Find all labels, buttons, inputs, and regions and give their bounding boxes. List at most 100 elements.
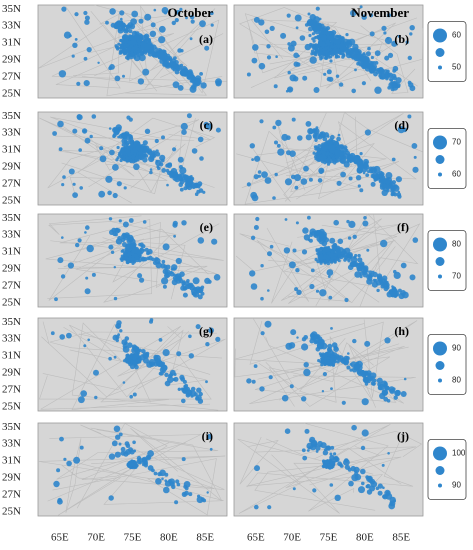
fire-dot [72, 182, 76, 186]
fire-dot [369, 485, 376, 492]
fire-dot [365, 51, 371, 57]
fire-dot [159, 371, 164, 376]
fire-dot [294, 185, 299, 190]
fire-dot [301, 343, 309, 351]
legend-dot [438, 172, 442, 177]
fire-dot [157, 261, 161, 265]
fire-dot [138, 18, 144, 24]
lat-label: 25N [2, 505, 21, 517]
fire-dot [146, 150, 150, 154]
fire-dot [324, 460, 329, 464]
fire-dot [366, 278, 373, 285]
fire-dot [373, 178, 377, 182]
fire-dot [281, 394, 289, 402]
fire-dot [118, 442, 122, 446]
fire-dot [307, 238, 311, 242]
fire-dot [317, 53, 322, 57]
fire-dot [378, 383, 385, 391]
fire-dot [127, 40, 132, 45]
fire-dot [153, 354, 159, 360]
fire-dot [379, 69, 383, 73]
fire-dot [333, 243, 337, 247]
fire-dot [144, 128, 151, 134]
fire-dot [113, 266, 117, 269]
fire-dot [374, 61, 379, 65]
fire-dot [409, 274, 416, 281]
fire-dot [114, 451, 121, 458]
fire-dot [181, 398, 186, 404]
fire-dot [393, 192, 398, 197]
fire-dot [330, 153, 334, 157]
fire-dot [310, 444, 317, 451]
fire-dot [340, 171, 346, 178]
fire-dot [377, 483, 383, 489]
fire-dot [57, 120, 64, 128]
fire-dot [361, 14, 367, 20]
fire-dot [260, 264, 264, 268]
fire-dot [184, 284, 190, 290]
fire-dot [188, 492, 193, 497]
fire-dot [297, 54, 300, 58]
fire-dot [181, 457, 186, 462]
fire-dot [351, 157, 358, 163]
legend-dot [435, 48, 445, 57]
fire-dot [287, 86, 294, 93]
fire-dot [149, 319, 153, 324]
fire-dot [384, 36, 393, 45]
fire-dot [119, 10, 125, 16]
fire-dot [296, 336, 299, 339]
legend-max: 80 [452, 240, 461, 249]
fire-dot [328, 466, 332, 470]
fire-dot [249, 270, 256, 277]
fire-dot [407, 55, 412, 61]
fire-dot [326, 359, 332, 365]
fire-dot [329, 252, 334, 258]
fire-dot [400, 290, 406, 296]
fire-dot [163, 11, 168, 15]
lat-label: 35N [2, 421, 21, 433]
fire-dot [378, 172, 384, 178]
fire-dot [128, 29, 133, 34]
border-line [47, 119, 200, 189]
fire-dot [62, 175, 66, 179]
fire-dot [389, 183, 393, 186]
legend-dot [435, 361, 445, 370]
fire-dot [117, 135, 120, 139]
fire-dot [112, 164, 119, 171]
legend-max: 70 [452, 138, 461, 147]
lat-label: 33N [2, 333, 21, 345]
fire-dot [190, 390, 197, 397]
fire-dot [391, 185, 395, 190]
lat-label: 31N [2, 350, 21, 362]
fire-dot [301, 448, 306, 453]
fire-dot [206, 491, 209, 494]
fire-dot [74, 38, 78, 41]
fire-dot [328, 295, 333, 300]
fire-dot [316, 342, 325, 350]
fire-dot [205, 380, 208, 384]
fire-dot [177, 156, 184, 163]
fire-dot [207, 279, 212, 284]
fire-dot [109, 149, 115, 156]
lon-label: 65E [51, 532, 69, 544]
fire-dot [290, 174, 296, 180]
fire-dot [134, 256, 140, 263]
fire-dot [174, 500, 179, 505]
fire-dot [304, 428, 310, 434]
fire-dot [348, 220, 356, 228]
fire-dot [369, 31, 375, 37]
fire-dot [174, 69, 180, 75]
fire-dot [252, 44, 259, 51]
border-line [54, 122, 195, 177]
fire-dot [250, 235, 256, 240]
fire-dot [122, 221, 129, 228]
fire-dot [145, 454, 152, 461]
fire-dot [343, 459, 350, 466]
fire-dot [134, 45, 138, 50]
fire-dot [120, 149, 124, 153]
fire-dot [71, 54, 75, 58]
fire-dot [349, 368, 353, 372]
fire-dot [134, 148, 138, 152]
fire-dot [108, 453, 116, 460]
fire-dot [93, 369, 99, 376]
